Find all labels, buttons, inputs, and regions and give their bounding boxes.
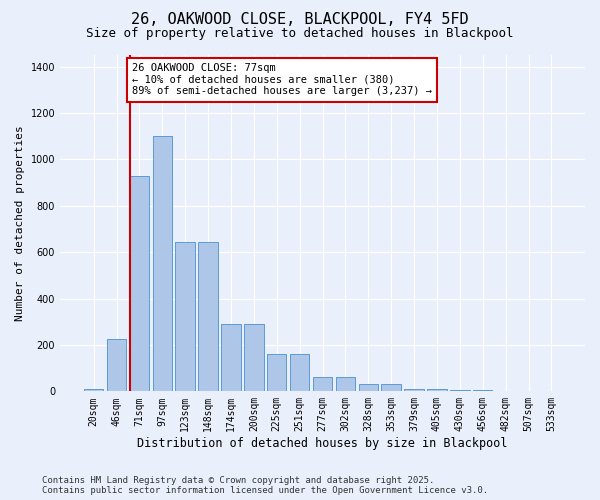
Bar (382, 384, 401, 392)
Bar (267, 354, 286, 392)
Bar (221, 324, 241, 392)
Bar (152, 136, 172, 392)
Bar (359, 384, 378, 392)
Bar (404, 389, 424, 392)
Bar (473, 390, 493, 392)
Text: 26, OAKWOOD CLOSE, BLACKPOOL, FY4 5FD: 26, OAKWOOD CLOSE, BLACKPOOL, FY4 5FD (131, 12, 469, 28)
Bar (427, 389, 446, 392)
Bar (335, 378, 355, 392)
Bar (313, 378, 332, 392)
Bar (107, 339, 126, 392)
Bar (199, 242, 218, 392)
Bar (130, 176, 149, 392)
X-axis label: Distribution of detached houses by size in Blackpool: Distribution of detached houses by size … (137, 437, 508, 450)
Bar (84, 389, 103, 392)
Y-axis label: Number of detached properties: Number of detached properties (15, 126, 25, 321)
Text: Contains HM Land Registry data © Crown copyright and database right 2025.
Contai: Contains HM Land Registry data © Crown c… (42, 476, 488, 495)
Text: Size of property relative to detached houses in Blackpool: Size of property relative to detached ho… (86, 28, 514, 40)
Bar (290, 354, 310, 392)
Bar (450, 390, 470, 392)
Text: 26 OAKWOOD CLOSE: 77sqm
← 10% of detached houses are smaller (380)
89% of semi-d: 26 OAKWOOD CLOSE: 77sqm ← 10% of detache… (132, 63, 432, 96)
Bar (175, 242, 195, 392)
Bar (244, 324, 263, 392)
